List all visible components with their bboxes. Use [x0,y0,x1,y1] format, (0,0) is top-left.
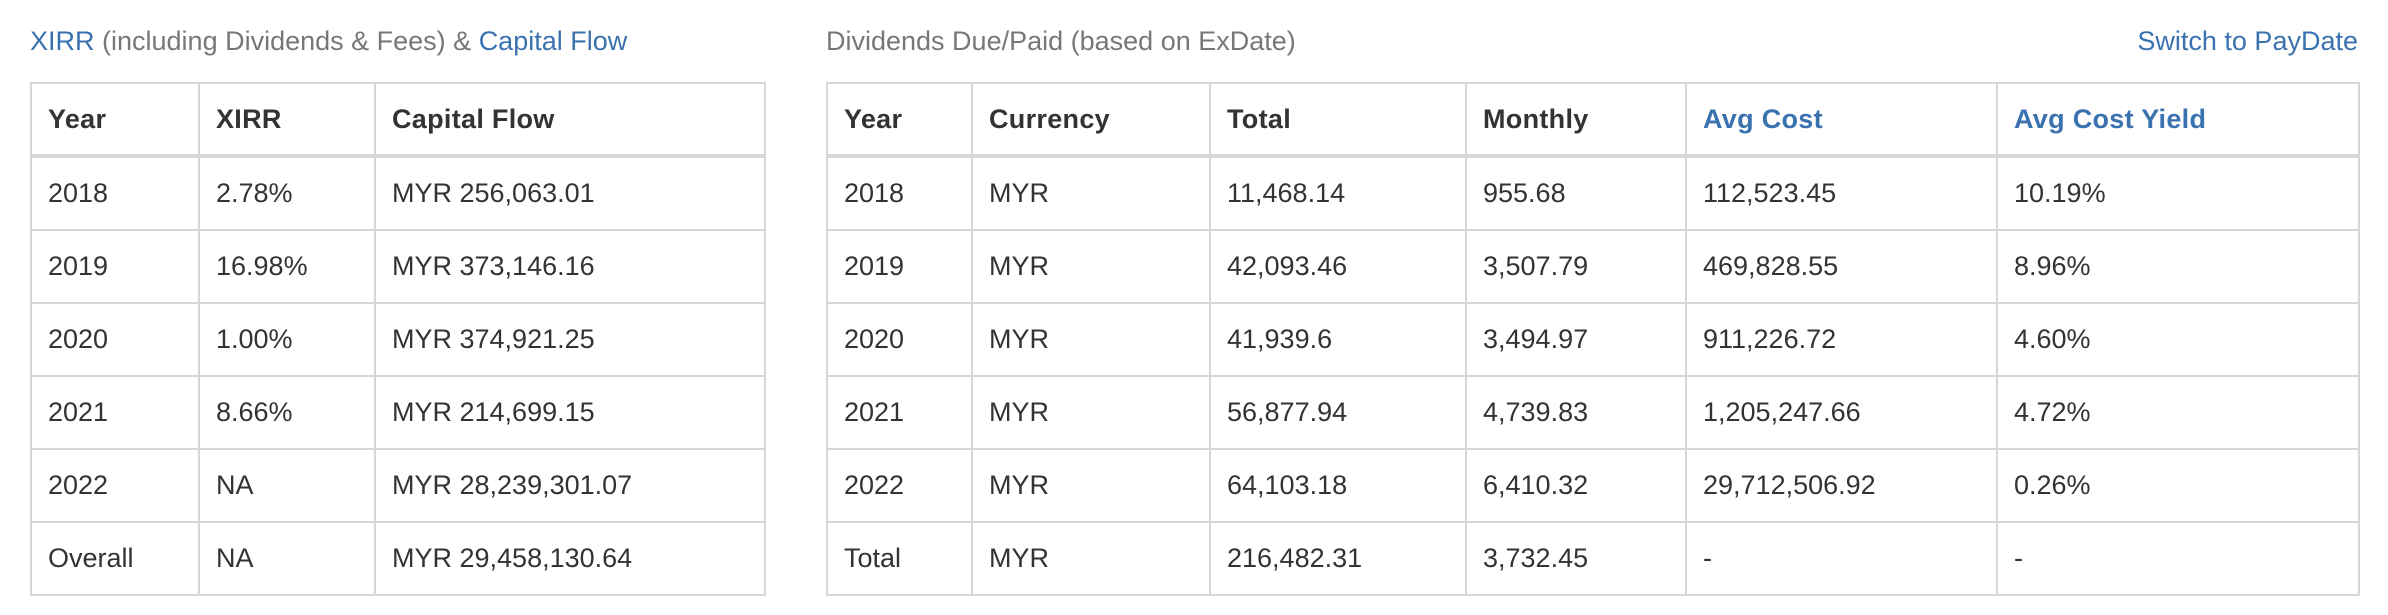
xirr-table: Year XIRR Capital Flow 2018 2.78% MYR 25… [30,82,766,596]
cell-year: Total [826,521,973,596]
cell-currency: MYR [971,155,1211,231]
table-row: 2018 2.78% MYR 256,063.01 [30,155,766,231]
table-row: 2020 MYR 41,939.6 3,494.97 911,226.72 4.… [826,302,2360,377]
cell-total: 56,877.94 [1209,375,1467,450]
cell-currency: MYR [971,229,1211,304]
column-header-currency: Currency [971,82,1211,158]
table-row: 2018 MYR 11,468.14 955.68 112,523.45 10.… [826,155,2360,231]
cell-total: 216,482.31 [1209,521,1467,596]
cell-avg-cost: 29,712,506.92 [1685,448,1998,523]
cell-avg-cost: - [1685,521,1998,596]
cell-year: 2021 [30,375,200,450]
dividends-panel-header: Dividends Due/Paid (based on ExDate) Swi… [826,0,2358,82]
column-header-year: Year [826,82,973,158]
cell-total: 41,939.6 [1209,302,1467,377]
cell-xirr: 16.98% [198,229,376,304]
cell-monthly: 6,410.32 [1465,448,1687,523]
cell-currency: MYR [971,302,1211,377]
capital-flow-link[interactable]: Capital Flow [478,26,628,56]
xirr-header-text: (including Dividends & Fees) & [94,26,479,56]
cell-capital-flow: MYR 256,063.01 [374,155,766,231]
xirr-panel: XIRR (including Dividends & Fees) & Capi… [30,0,766,596]
cell-currency: MYR [971,521,1211,596]
cell-avg-cost: 469,828.55 [1685,229,1998,304]
cell-year: 2019 [826,229,973,304]
xirr-link[interactable]: XIRR [30,26,95,56]
cell-xirr: 1.00% [198,302,376,377]
table-row: 2022 NA MYR 28,239,301.07 [30,448,766,523]
table-row: 2022 MYR 64,103.18 6,410.32 29,712,506.9… [826,448,2360,523]
switch-to-paydate-link[interactable]: Switch to PayDate [2137,26,2358,56]
cell-xirr: NA [198,521,376,596]
table-row: Total MYR 216,482.31 3,732.45 - - [826,521,2360,596]
column-header-total: Total [1209,82,1467,158]
cell-total: 42,093.46 [1209,229,1467,304]
cell-avg-cost-yield: 8.96% [1996,229,2360,304]
cell-year: 2021 [826,375,973,450]
cell-year: 2022 [826,448,973,523]
cell-year: 2020 [826,302,973,377]
table-row: 2019 MYR 42,093.46 3,507.79 469,828.55 8… [826,229,2360,304]
cell-monthly: 3,507.79 [1465,229,1687,304]
xirr-panel-header: XIRR (including Dividends & Fees) & Capi… [30,0,764,82]
cell-currency: MYR [971,448,1211,523]
cell-year: 2020 [30,302,200,377]
cell-monthly: 4,739.83 [1465,375,1687,450]
cell-capital-flow: MYR 374,921.25 [374,302,766,377]
dividends-table-header-row: Year Currency Total Monthly Avg Cost Avg… [826,82,2360,158]
cell-avg-cost: 911,226.72 [1685,302,1998,377]
cell-capital-flow: MYR 29,458,130.64 [374,521,766,596]
cell-xirr: NA [198,448,376,523]
column-header-avg-cost[interactable]: Avg Cost [1685,82,1998,158]
cell-avg-cost-yield: - [1996,521,2360,596]
cell-avg-cost: 112,523.45 [1685,155,1998,231]
cell-xirr: 8.66% [198,375,376,450]
cell-year: 2022 [30,448,200,523]
column-header-year: Year [30,82,200,158]
dividends-table: Year Currency Total Monthly Avg Cost Avg… [826,82,2360,596]
cell-year: 2018 [826,155,973,231]
cell-capital-flow: MYR 373,146.16 [374,229,766,304]
cell-capital-flow: MYR 28,239,301.07 [374,448,766,523]
column-header-avg-cost-yield[interactable]: Avg Cost Yield [1996,82,2360,158]
column-header-monthly: Monthly [1465,82,1687,158]
cell-monthly: 3,494.97 [1465,302,1687,377]
dividends-panel: Dividends Due/Paid (based on ExDate) Swi… [826,0,2360,596]
cell-monthly: 955.68 [1465,155,1687,231]
cell-capital-flow: MYR 214,699.15 [374,375,766,450]
cell-total: 11,468.14 [1209,155,1467,231]
table-row: Overall NA MYR 29,458,130.64 [30,521,766,596]
dividends-panel-title: Dividends Due/Paid (based on ExDate) [826,26,1296,56]
cell-year: Overall [30,521,200,596]
cell-year: 2019 [30,229,200,304]
cell-xirr: 2.78% [198,155,376,231]
cell-monthly: 3,732.45 [1465,521,1687,596]
cell-avg-cost: 1,205,247.66 [1685,375,1998,450]
table-row: 2021 MYR 56,877.94 4,739.83 1,205,247.66… [826,375,2360,450]
table-row: 2019 16.98% MYR 373,146.16 [30,229,766,304]
cell-avg-cost-yield: 10.19% [1996,155,2360,231]
cell-total: 64,103.18 [1209,448,1467,523]
column-header-xirr: XIRR [198,82,376,158]
cell-avg-cost-yield: 4.72% [1996,375,2360,450]
cell-avg-cost-yield: 4.60% [1996,302,2360,377]
column-header-capital-flow: Capital Flow [374,82,766,158]
table-row: 2020 1.00% MYR 374,921.25 [30,302,766,377]
xirr-table-header-row: Year XIRR Capital Flow [30,82,766,158]
table-row: 2021 8.66% MYR 214,699.15 [30,375,766,450]
cell-currency: MYR [971,375,1211,450]
cell-year: 2018 [30,155,200,231]
cell-avg-cost-yield: 0.26% [1996,448,2360,523]
